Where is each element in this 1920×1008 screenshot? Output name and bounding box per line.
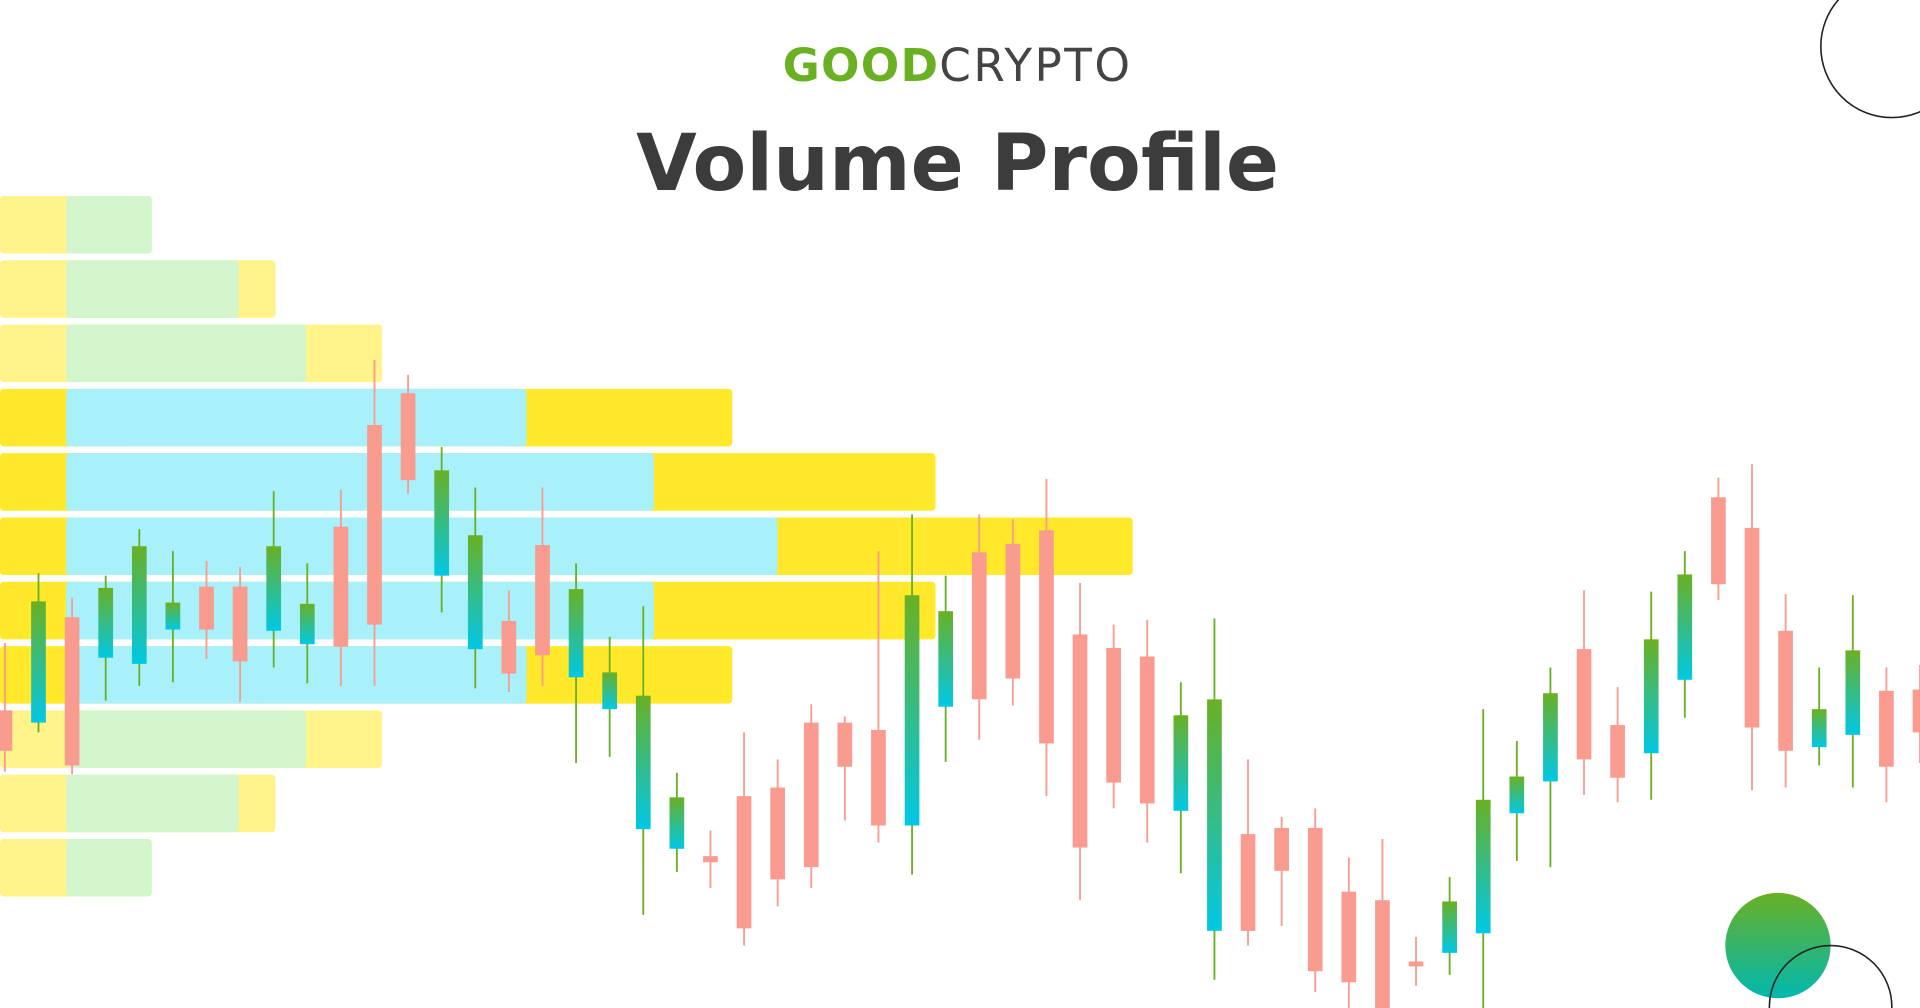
- candle-body: [602, 672, 618, 710]
- candle-body: [669, 797, 685, 849]
- deco-ring: [1768, 944, 1893, 1008]
- candle-body: [367, 425, 382, 625]
- candle-body: [165, 602, 181, 630]
- candle-body: [1240, 834, 1256, 931]
- logo-left: GOOD: [783, 39, 940, 92]
- candle-body: [299, 603, 315, 645]
- candle-body: [467, 535, 483, 650]
- candle-body: [266, 546, 282, 631]
- candle-body: [1139, 656, 1155, 804]
- candle-body: [971, 552, 987, 700]
- candle-body: [635, 695, 651, 830]
- candle-body: [333, 526, 349, 647]
- candle-body: [1879, 690, 1894, 767]
- candle-body: [1811, 709, 1827, 748]
- candle-body: [1307, 827, 1323, 972]
- candle-body: [1207, 699, 1222, 931]
- candle-body: [131, 546, 147, 664]
- candle-body: [0, 710, 13, 751]
- deco-ball: [1725, 892, 1831, 999]
- candle-body: [1711, 497, 1726, 585]
- candle-body: [31, 601, 46, 723]
- profile-bar: [66, 710, 307, 768]
- candle-body: [703, 856, 718, 863]
- volume-profile: [0, 195, 1133, 897]
- profile-bar: [66, 195, 152, 254]
- candle-body: [1778, 630, 1793, 751]
- deco-ring: [1820, 0, 1920, 119]
- profile-bar: [66, 388, 527, 447]
- candle-body: [938, 611, 953, 707]
- candle-body: [535, 545, 550, 656]
- candle-body: [904, 595, 920, 826]
- profile-bar: [66, 260, 239, 318]
- candle-body: [1408, 961, 1424, 967]
- candle-body: [1643, 639, 1659, 754]
- profile-bar: [66, 646, 527, 704]
- candle-body: [1375, 900, 1390, 1008]
- profile-bar: [66, 453, 654, 511]
- candle-body: [232, 586, 248, 662]
- candle-body: [736, 796, 752, 929]
- candle-body: [1576, 649, 1592, 760]
- profile-bar: [66, 517, 778, 576]
- candle-body: [434, 470, 450, 576]
- candle-body: [1845, 650, 1861, 735]
- candle-body: [501, 620, 517, 674]
- candle-body: [1677, 574, 1693, 680]
- logo-right: CRYPTO: [939, 39, 1132, 92]
- profile-bar: [66, 324, 307, 383]
- candle-body: [64, 617, 80, 766]
- candle-body: [1610, 725, 1625, 778]
- candle-body: [400, 393, 416, 481]
- candle-body: [1173, 715, 1189, 811]
- candle-body: [1744, 527, 1760, 728]
- candle-body: [1106, 647, 1121, 783]
- logo: GOODCRYPTO: [783, 39, 1133, 92]
- title: Volume Profile: [636, 118, 1279, 209]
- candle-body: [199, 586, 214, 630]
- candle-body: [770, 787, 786, 880]
- candle-body: [1005, 543, 1021, 679]
- candle-body: [1274, 827, 1289, 871]
- candle-body: [1341, 891, 1357, 983]
- candle-body: [568, 589, 584, 678]
- profile-bar: [66, 774, 239, 833]
- candle-body: [1509, 776, 1525, 814]
- candle-body: [871, 729, 886, 826]
- candles: [0, 360, 1920, 1008]
- profile-bar: [66, 838, 152, 897]
- profile-bar: [66, 581, 654, 640]
- candle-body: [98, 587, 114, 658]
- candle-body: [1072, 634, 1088, 848]
- candle-body: [1039, 530, 1054, 744]
- candle-body: [1912, 689, 1920, 733]
- candle-body: [837, 722, 853, 767]
- candle-body: [803, 722, 819, 868]
- candle-body: [1543, 693, 1558, 782]
- candle-body: [1475, 799, 1491, 934]
- candle-body: [1442, 901, 1457, 953]
